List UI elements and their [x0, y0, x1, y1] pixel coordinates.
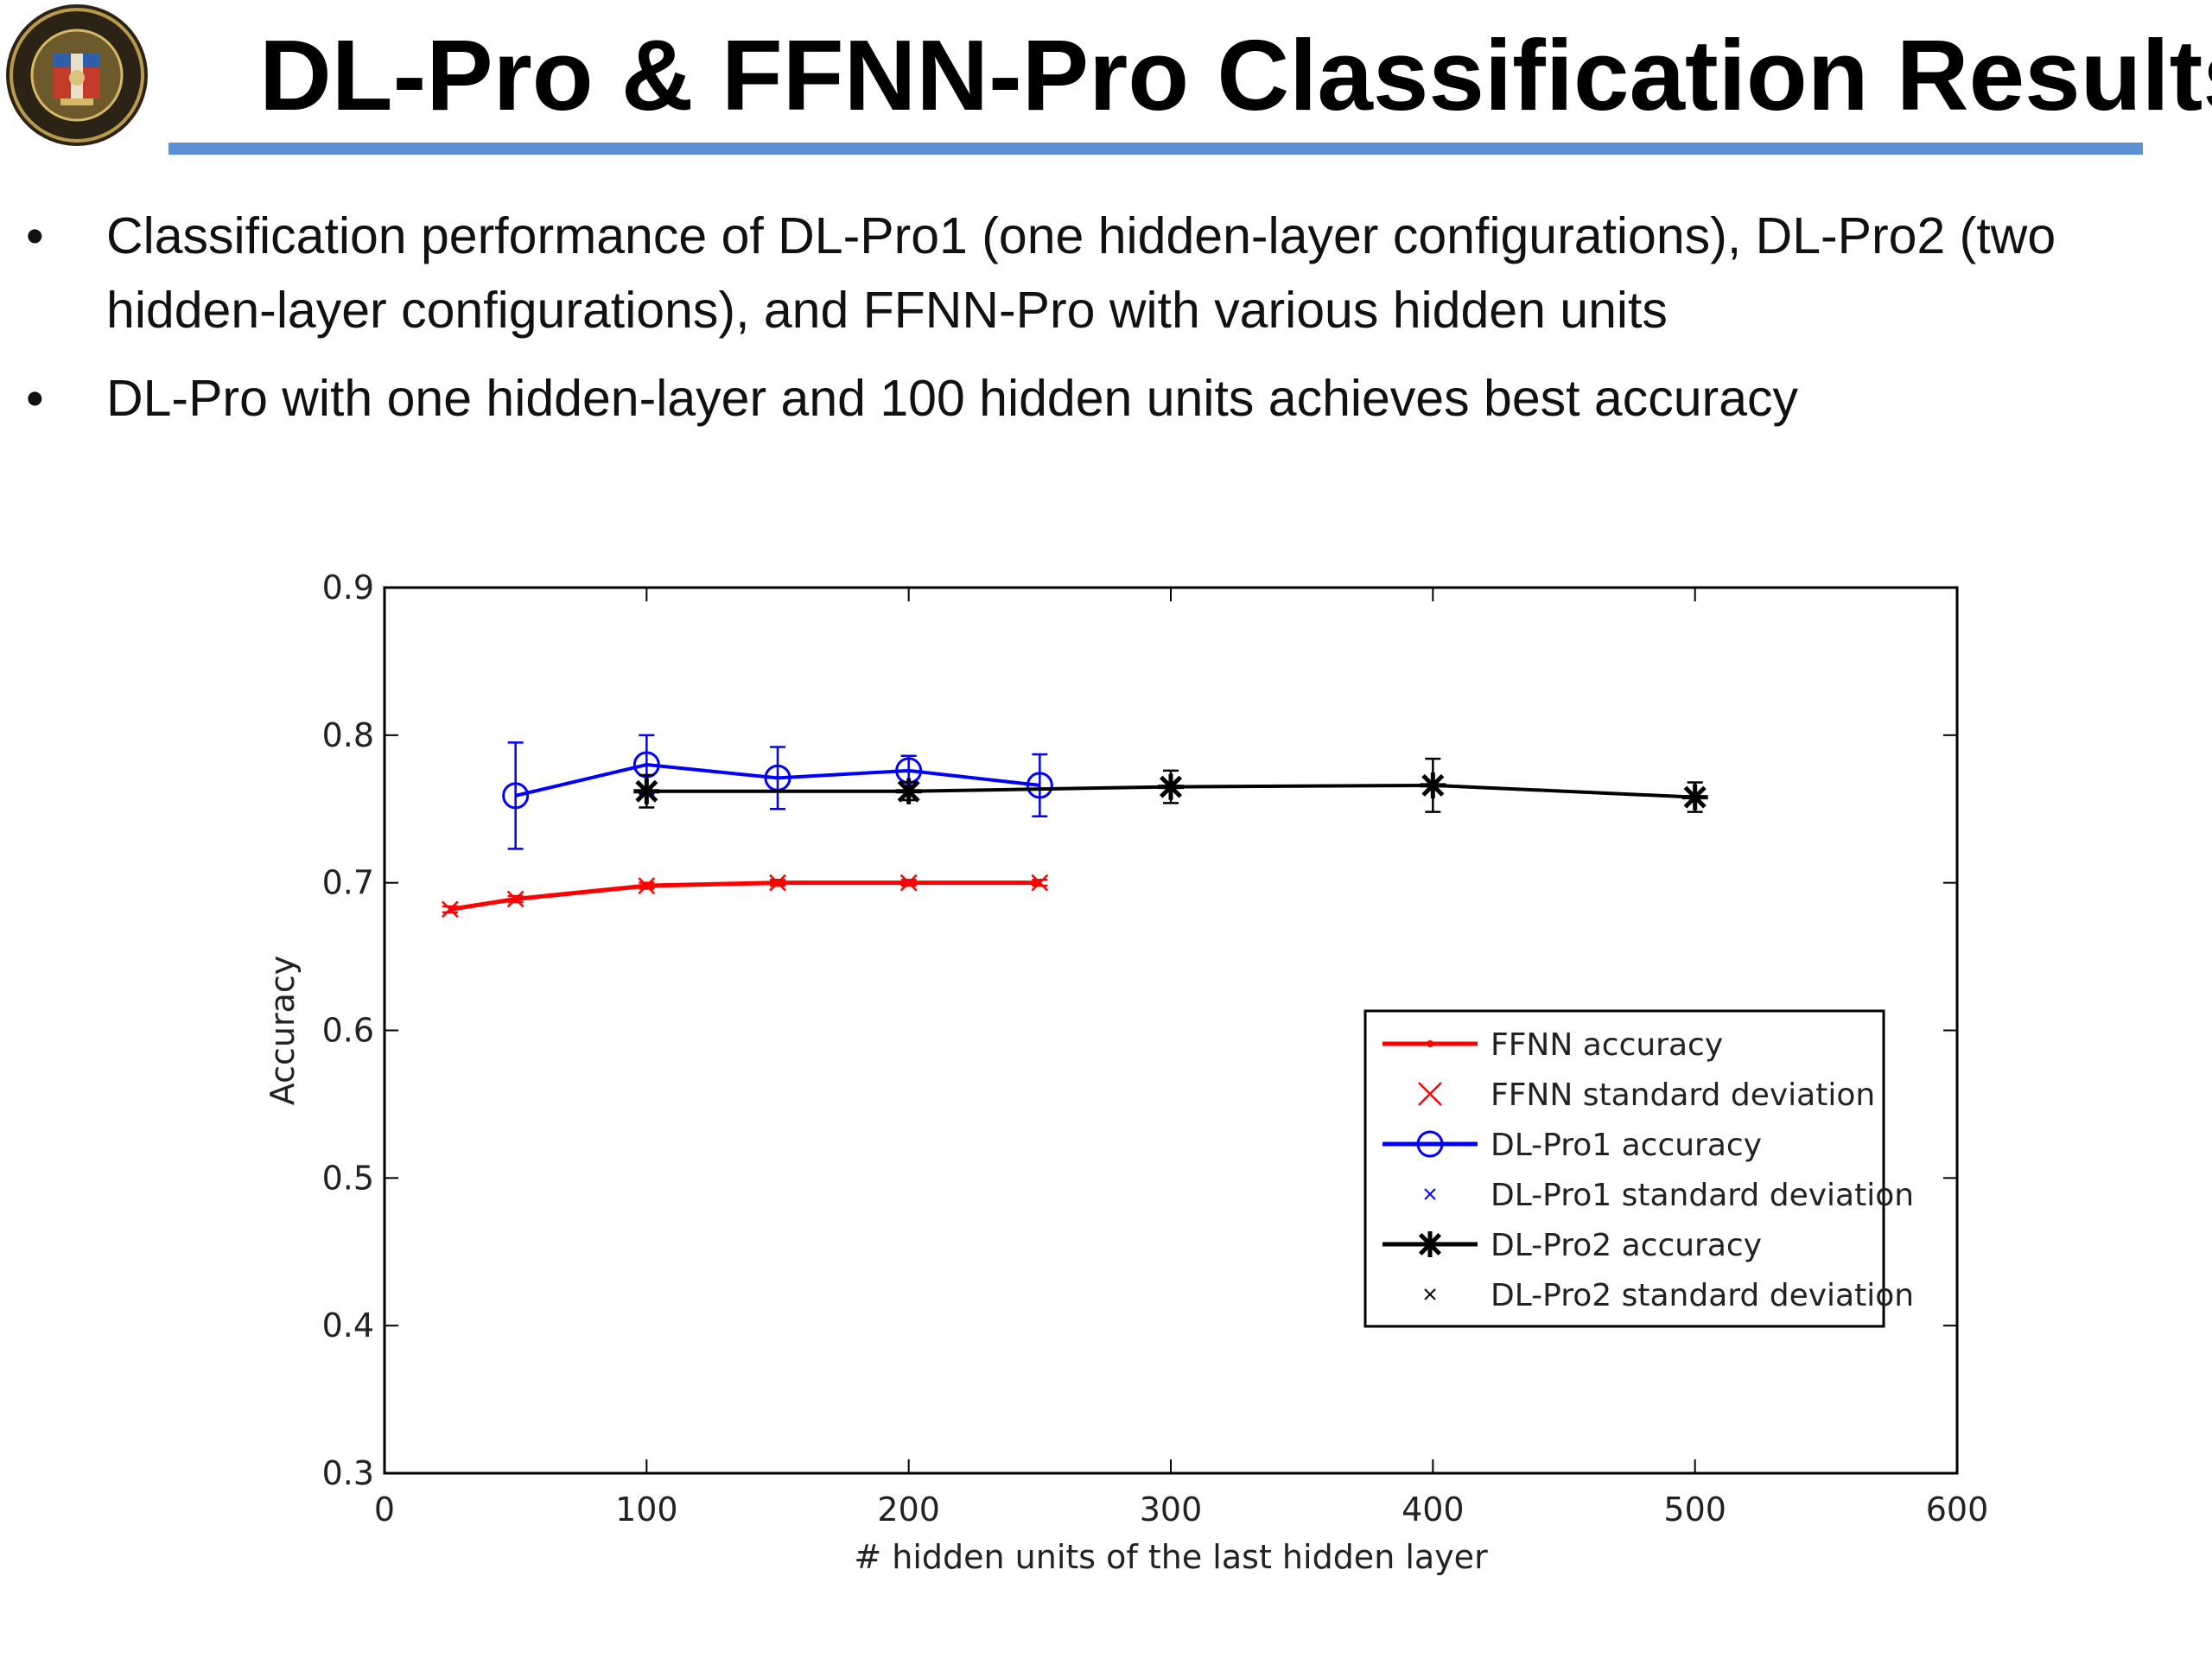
- legend-label: FFNN standard deviation: [1491, 1077, 1875, 1113]
- data-point: [1681, 784, 1708, 810]
- y-tick-label: 0.3: [322, 1454, 374, 1492]
- bullet-list: • Classification performance of DL-Pro1 …: [26, 199, 2186, 449]
- bullet-icon: •: [26, 370, 44, 427]
- x-tick-label: 600: [1926, 1491, 1989, 1529]
- data-point: [1420, 772, 1446, 798]
- x-tick-label: 500: [1663, 1491, 1726, 1529]
- legend-label: DL-Pro1 accuracy: [1491, 1128, 1762, 1163]
- bullet-item: • Classification performance of DL-Pro1 …: [26, 199, 2186, 347]
- x-axis-label: # hidden units of the last hidden layer: [854, 1538, 1488, 1576]
- data-point: [638, 877, 656, 894]
- data-point: [633, 778, 660, 804]
- y-axis-label: Accuracy: [264, 956, 302, 1106]
- x-tick-label: 0: [374, 1491, 395, 1529]
- data-point: [506, 890, 524, 908]
- legend-label: DL-Pro2 accuracy: [1491, 1228, 1762, 1263]
- legend-marker: [1424, 1288, 1436, 1300]
- data-point: [1026, 772, 1053, 799]
- y-tick-label: 0.9: [322, 569, 374, 607]
- x-tick-label: 100: [615, 1491, 678, 1529]
- y-tick-label: 0.7: [322, 864, 374, 902]
- legend-label: DL-Pro1 standard deviation: [1491, 1178, 1914, 1213]
- legend-label: FFNN accuracy: [1491, 1027, 1723, 1063]
- legend-label: DL-Pro2 standard deviation: [1491, 1278, 1914, 1313]
- title-underline: [168, 143, 2143, 155]
- data-point: [895, 778, 922, 804]
- y-tick-label: 0.8: [322, 716, 374, 754]
- y-tick-label: 0.5: [322, 1159, 374, 1197]
- series-line-0: [449, 880, 1040, 912]
- data-point: [1031, 874, 1049, 892]
- accuracy-chart: 0 100 200 300 400 500 600 0.3 0.4 0.5 0.6 0.7 0.8 0.9…: [264, 569, 1989, 1576]
- y-tick-label: 0.6: [322, 1012, 374, 1050]
- legend-box: [1363, 1009, 1885, 1328]
- x-tick-label: 200: [877, 1491, 940, 1529]
- data-point: [769, 874, 786, 892]
- bullet-item: • DL-Pro with one hidden-layer and 100 h…: [26, 361, 2186, 435]
- legend-marker: [1424, 1188, 1436, 1200]
- x-tick-label: 400: [1402, 1491, 1465, 1529]
- data-point: [441, 900, 459, 918]
- x-tick-label: 300: [1140, 1491, 1203, 1529]
- data-point: [899, 874, 918, 892]
- bullet-text: Classification performance of DL-Pro1 (o…: [106, 207, 2056, 339]
- legend-marker: [1418, 1082, 1442, 1106]
- legend-marker: [1417, 1231, 1443, 1257]
- legend-marker: [1427, 1040, 1433, 1047]
- legend-marker: [1416, 1130, 1444, 1158]
- data-point: [1158, 773, 1184, 800]
- bullet-icon: •: [26, 207, 44, 264]
- data-point: [502, 782, 530, 810]
- university-seal-icon: [6, 4, 148, 146]
- y-tick-label: 0.4: [322, 1306, 374, 1344]
- slide-title: DL-Pro & FFNN-Pro Classification Results: [259, 19, 2212, 131]
- bullet-text: DL-Pro with one hidden-layer and 100 hid…: [106, 370, 1799, 427]
